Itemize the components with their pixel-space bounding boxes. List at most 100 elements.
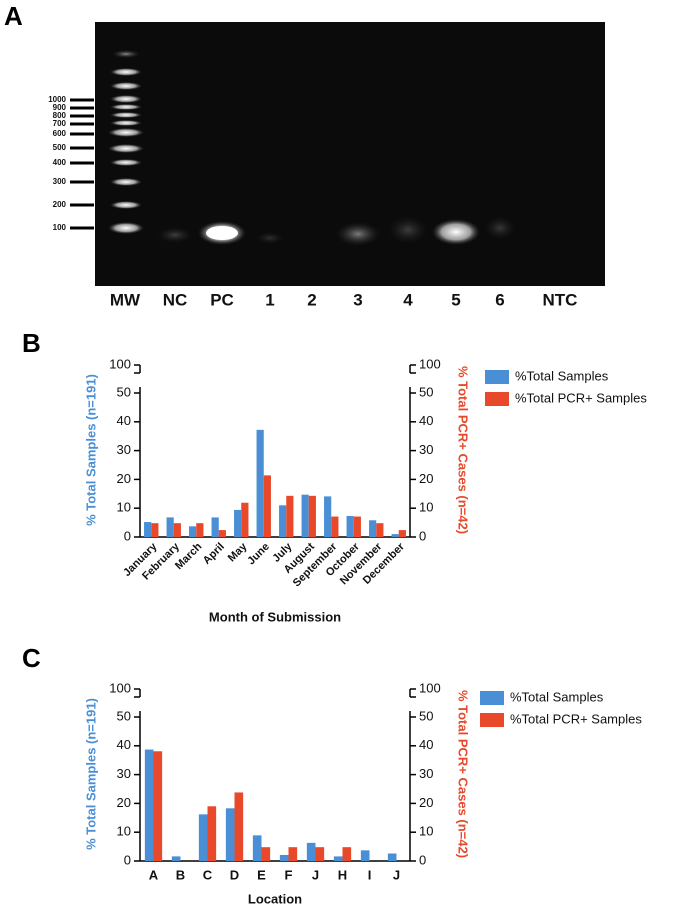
y-tick-label: 0 bbox=[124, 528, 131, 543]
bar bbox=[234, 509, 242, 537]
axis-title: % Total PCR+ Cases (n=42) bbox=[456, 366, 471, 534]
legend-label: %Total PCR+ Samples bbox=[515, 390, 647, 405]
bar bbox=[151, 523, 159, 537]
x-tick-label: D bbox=[230, 867, 239, 882]
x-tick-label: H bbox=[338, 867, 347, 882]
x-tick-label: J bbox=[312, 867, 319, 882]
y2-tick-label: 0 bbox=[419, 852, 426, 867]
bar bbox=[256, 429, 264, 537]
bar bbox=[198, 814, 208, 861]
bar bbox=[301, 494, 309, 537]
lane-label: NC bbox=[163, 290, 188, 309]
bar bbox=[342, 847, 352, 861]
lane-label: PC bbox=[210, 290, 234, 309]
x-axis-title: Month of Submission bbox=[209, 609, 341, 624]
ladder-label: 900 bbox=[53, 103, 67, 112]
x-tick-label: June bbox=[245, 541, 272, 568]
bar bbox=[189, 526, 197, 537]
y-tick-label: 10 bbox=[117, 500, 131, 515]
bar bbox=[196, 523, 204, 537]
bar bbox=[288, 847, 298, 861]
ladder-label: 600 bbox=[53, 129, 67, 138]
bar bbox=[286, 495, 294, 537]
bar bbox=[225, 808, 235, 861]
y-tick-label: 40 bbox=[117, 737, 131, 752]
bar bbox=[391, 534, 399, 537]
x-tick-label: April bbox=[201, 541, 227, 567]
bar bbox=[360, 850, 370, 861]
bar bbox=[241, 502, 249, 537]
ladder-label: 200 bbox=[53, 200, 67, 209]
lane-label: MW bbox=[110, 290, 141, 309]
y-tick-label: 50 bbox=[117, 708, 131, 723]
legend-label: %Total PCR+ Samples bbox=[510, 711, 642, 726]
bar bbox=[171, 856, 181, 861]
lane-label: 6 bbox=[495, 290, 504, 309]
y2-tick-label: 40 bbox=[419, 737, 433, 752]
ladder-label: 300 bbox=[53, 177, 67, 186]
ladder-label: 500 bbox=[53, 143, 67, 152]
bar bbox=[144, 522, 152, 537]
bar bbox=[263, 475, 271, 537]
x-tick-label: A bbox=[149, 867, 159, 882]
bar bbox=[308, 495, 316, 537]
y2-tick-label: 100 bbox=[419, 356, 441, 371]
panel-label: A bbox=[4, 1, 23, 31]
y-tick-label: 100 bbox=[109, 680, 131, 695]
y-tick-label: 30 bbox=[117, 442, 131, 457]
y2-tick-label: 50 bbox=[419, 708, 433, 723]
bar bbox=[369, 520, 377, 537]
y-tick-label: 20 bbox=[117, 795, 131, 810]
lane-label: 4 bbox=[403, 290, 413, 309]
legend-swatch bbox=[480, 713, 504, 727]
axis-title: % Total Samples (n=191) bbox=[83, 374, 98, 526]
x-tick-label: C bbox=[203, 867, 213, 882]
ladder-label: 400 bbox=[53, 158, 67, 167]
y2-tick-label: 10 bbox=[419, 824, 433, 839]
y2-tick-label: 20 bbox=[419, 471, 433, 486]
y-tick-label: 20 bbox=[117, 471, 131, 486]
lane-label: 3 bbox=[353, 290, 362, 309]
x-tick-label: B bbox=[176, 867, 185, 882]
lane-label: 2 bbox=[307, 290, 316, 309]
bar bbox=[153, 751, 163, 861]
panel-label: B bbox=[22, 328, 41, 358]
y2-tick-label: 20 bbox=[419, 795, 433, 810]
legend-swatch bbox=[485, 370, 509, 384]
legend-swatch bbox=[480, 691, 504, 705]
y2-tick-label: 50 bbox=[419, 384, 433, 399]
bar bbox=[387, 853, 397, 861]
y2-tick-label: 10 bbox=[419, 500, 433, 515]
legend-label: %Total Samples bbox=[510, 689, 604, 704]
y2-tick-label: 40 bbox=[419, 413, 433, 428]
ladder-label: 1000 bbox=[48, 95, 66, 104]
y-tick-label: 10 bbox=[117, 824, 131, 839]
bar bbox=[376, 523, 384, 537]
legend-label: %Total Samples bbox=[515, 368, 609, 383]
axis-title: % Total PCR+ Cases (n=42) bbox=[456, 690, 471, 858]
lane-label: 5 bbox=[451, 290, 460, 309]
bar bbox=[234, 792, 244, 861]
ladder-label: 100 bbox=[53, 223, 67, 232]
y2-tick-label: 30 bbox=[419, 766, 433, 781]
bar bbox=[346, 515, 354, 537]
y-tick-label: 30 bbox=[117, 766, 131, 781]
bar bbox=[315, 847, 325, 861]
bar bbox=[333, 856, 343, 861]
gel-bands bbox=[108, 50, 516, 246]
bar bbox=[353, 516, 361, 537]
bar bbox=[211, 517, 219, 537]
y2-tick-label: 100 bbox=[419, 680, 441, 695]
bar bbox=[331, 516, 339, 537]
y-tick-label: 0 bbox=[124, 852, 131, 867]
y-tick-label: 40 bbox=[117, 413, 131, 428]
legend-swatch bbox=[485, 392, 509, 406]
ladder-label: 800 bbox=[53, 111, 67, 120]
panel-label: C bbox=[22, 643, 41, 673]
x-tick-label: E bbox=[257, 867, 266, 882]
bar bbox=[324, 496, 332, 537]
bar bbox=[166, 517, 174, 537]
bar bbox=[144, 749, 154, 861]
x-tick-label: J bbox=[393, 867, 400, 882]
